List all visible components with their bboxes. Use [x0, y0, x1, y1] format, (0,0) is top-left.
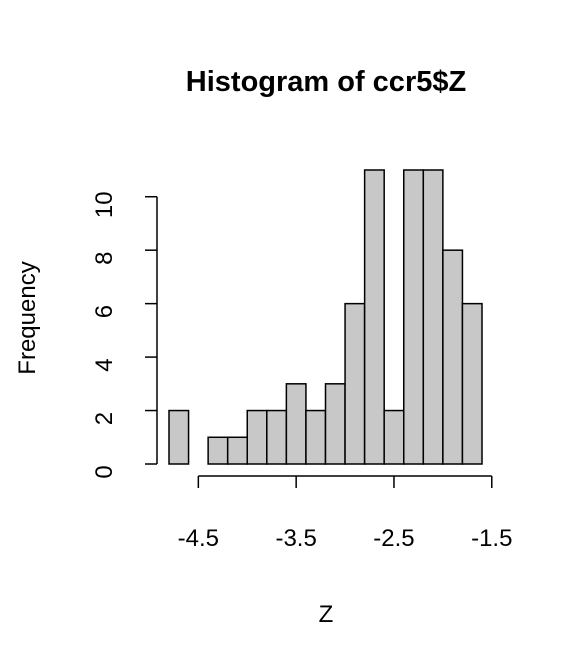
bar — [442, 249, 464, 465]
y-tick-label: 2 — [91, 412, 118, 425]
x-tick-label: -2.5 — [373, 525, 414, 552]
bar — [383, 409, 405, 465]
bar — [363, 169, 385, 465]
bar — [246, 409, 268, 465]
bar — [344, 302, 366, 465]
bar — [324, 383, 346, 465]
x-tick-label: -4.5 — [178, 525, 219, 552]
x-tick-label: -1.5 — [471, 525, 512, 552]
bar — [168, 409, 190, 465]
bar — [305, 409, 327, 465]
bar — [285, 383, 307, 465]
x-axis-label: Z — [319, 601, 334, 628]
bar — [461, 302, 483, 465]
y-tick-label: 8 — [91, 252, 118, 265]
x-tick-label: -3.5 — [275, 525, 316, 552]
y-axis-label: Frequency — [14, 261, 41, 374]
chart-title: Histogram of ccr5$Z — [186, 66, 466, 98]
bar — [226, 436, 248, 465]
bar — [422, 169, 444, 465]
bar — [207, 436, 229, 465]
bar — [403, 169, 425, 465]
bar — [266, 409, 288, 465]
y-tick-label: 10 — [91, 191, 118, 218]
y-tick-label: 0 — [91, 465, 118, 478]
y-tick-label: 6 — [91, 305, 118, 318]
y-tick-label: 4 — [91, 358, 118, 371]
